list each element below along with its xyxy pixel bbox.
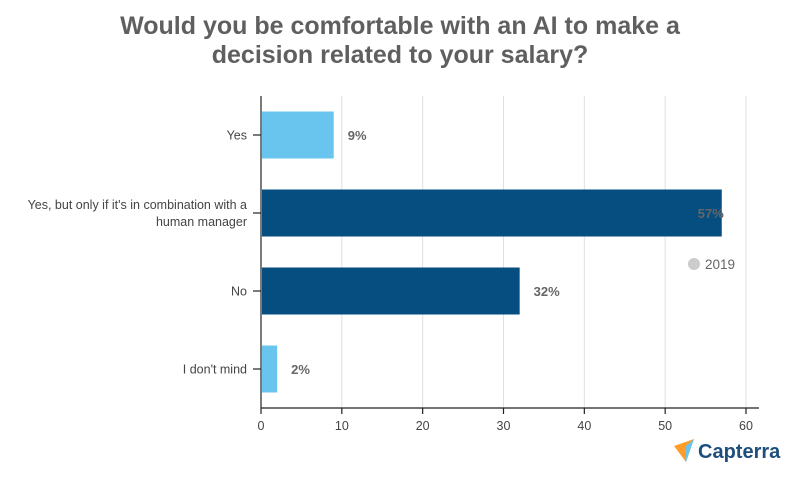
category-label: No [231, 285, 247, 299]
bar [262, 111, 334, 159]
bar [262, 345, 278, 393]
category-label: human manager [156, 215, 247, 229]
x-tick-label: 60 [739, 419, 753, 433]
category-label: I don't mind [183, 363, 247, 377]
bar [262, 189, 722, 237]
category-label: Yes, but only if it's in combination wit… [28, 198, 247, 212]
title-line-2: decision related to your salary? [211, 41, 589, 69]
capterra-logo-text: Capterra [698, 441, 781, 463]
capterra-logo-icon-accent [686, 439, 694, 462]
data-label: 32% [534, 284, 560, 299]
data-label: 9% [348, 128, 367, 143]
category-label: Yes [227, 129, 247, 143]
bar [262, 267, 520, 315]
x-tick-label: 30 [497, 419, 511, 433]
x-tick-label: 40 [577, 419, 591, 433]
x-tick-label: 10 [335, 419, 349, 433]
x-tick-label: 0 [258, 419, 265, 433]
chart-title: Would you be comfortable with an AI to m… [0, 12, 800, 70]
legend-marker [688, 258, 700, 270]
x-tick-label: 50 [658, 419, 672, 433]
data-label: 57% [698, 206, 724, 221]
title-line-1: Would you be comfortable with an AI to m… [120, 12, 680, 40]
legend-label: 2019 [705, 257, 735, 272]
data-label: 2% [291, 362, 310, 377]
x-tick-label: 20 [416, 419, 430, 433]
